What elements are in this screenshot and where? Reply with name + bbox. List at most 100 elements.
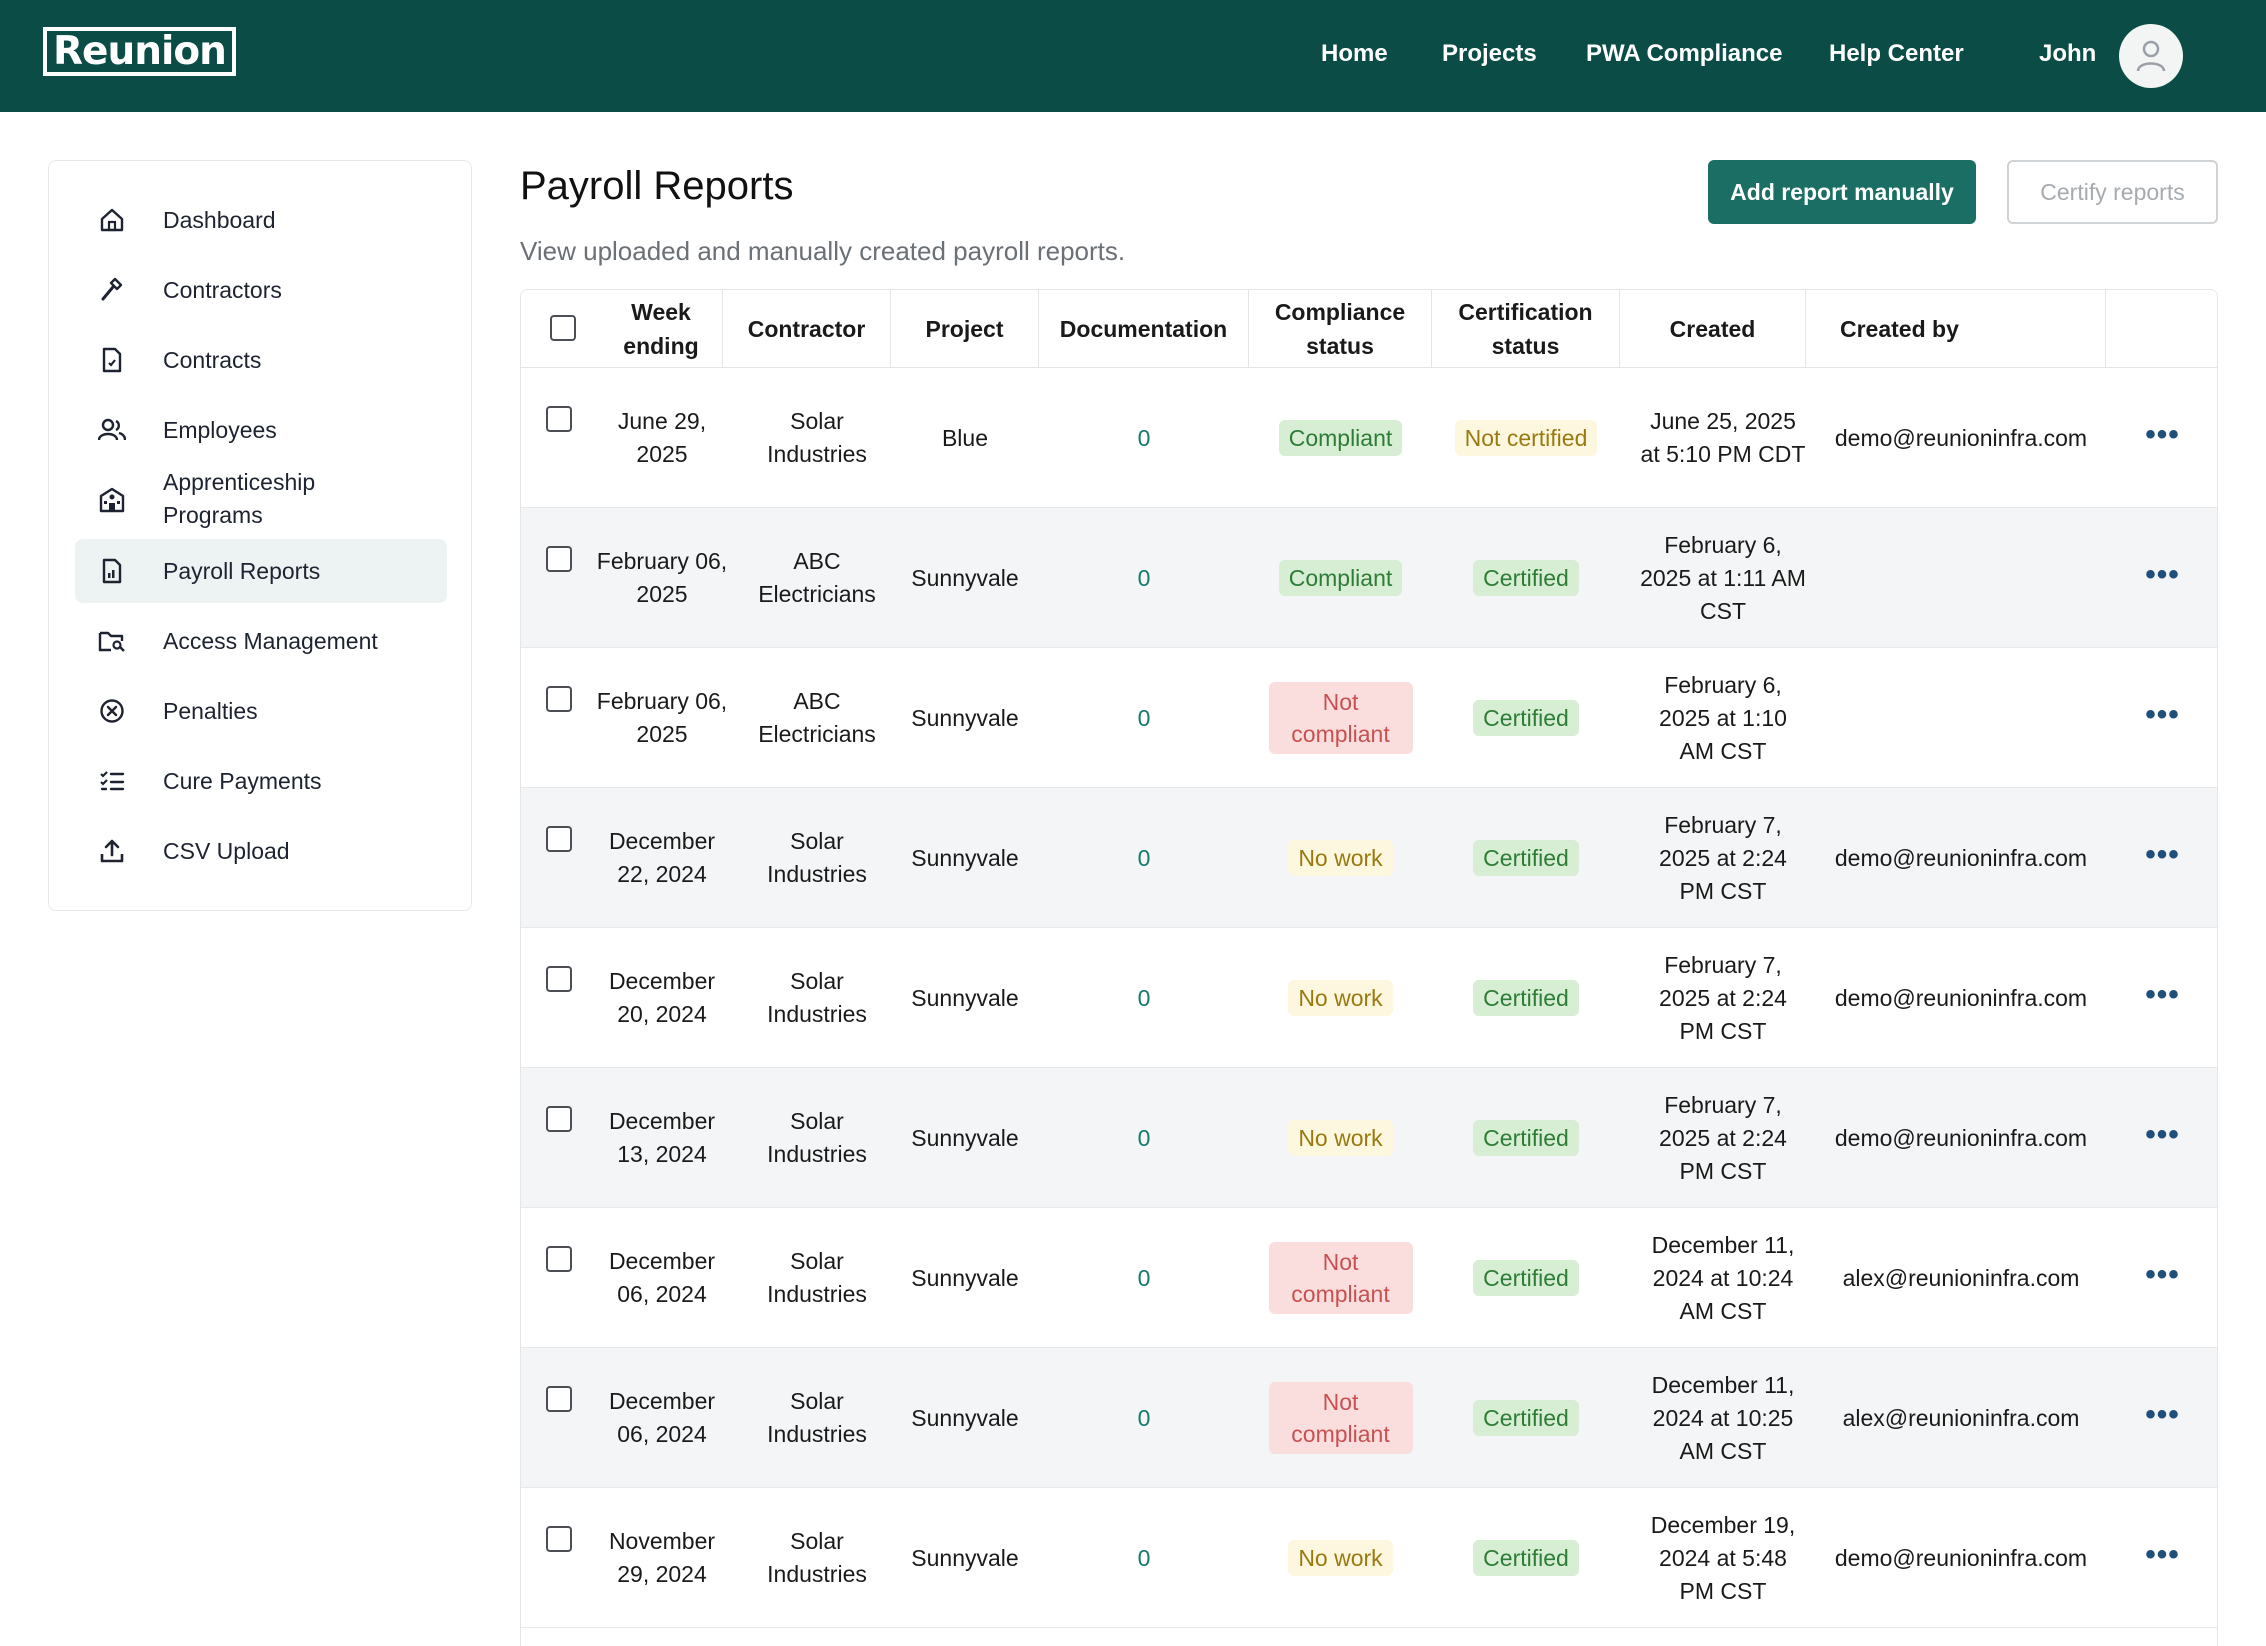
row-actions-menu-icon[interactable]: ••• <box>2145 837 2180 871</box>
row-checkbox[interactable] <box>546 406 572 432</box>
row-checkbox[interactable] <box>546 826 572 852</box>
row-actions-menu-icon[interactable]: ••• <box>2145 977 2180 1011</box>
cell-project: Sunnyvale <box>911 1404 1019 1431</box>
table-row[interactable]: November 29, 2024 Solar Industries Sunnyva… <box>521 1488 2217 1628</box>
column-header-certification-status[interactable]: Certification status <box>1432 290 1620 368</box>
row-actions-menu-icon[interactable]: ••• <box>2145 1257 2180 1291</box>
cell-project: Sunnyvale <box>911 984 1019 1011</box>
user-avatar[interactable] <box>2119 24 2183 88</box>
table-row[interactable]: December 22, 2024 Solar Industries Sunnyva… <box>521 788 2217 928</box>
row-checkbox[interactable] <box>546 1526 572 1552</box>
column-header-documentation[interactable]: Documentation <box>1039 290 1249 368</box>
reunion-logo[interactable]: Reunion <box>43 27 236 76</box>
sidebar-item-access-management[interactable]: Access Management <box>75 609 447 673</box>
sidebar-item-contracts[interactable]: Contracts <box>75 328 447 392</box>
certification-status-badge: Certified <box>1473 980 1579 1016</box>
user-name[interactable]: John <box>2039 40 2097 67</box>
compliance-status-badge: Not compliant <box>1268 1242 1413 1314</box>
column-header-week-ending[interactable]: Week ending <box>521 290 722 368</box>
certify-reports-button[interactable]: Certify reports <box>2007 160 2218 224</box>
document-icon <box>97 345 127 375</box>
cell-created: February 7, 2025 at 2:24 PM CST <box>1659 811 1787 904</box>
sidebar-item-payroll-reports[interactable]: Payroll Reports <box>75 539 447 603</box>
table-row[interactable]: February 06, 2025 ABC Electricians Sunnyva… <box>521 508 2217 648</box>
cell-created-by: alex@reunioninfra.com <box>1842 1404 2080 1431</box>
column-header-actions <box>2106 290 2217 368</box>
table-row[interactable]: December 06, 2024 Solar Industries Sunnyva… <box>521 1208 2217 1348</box>
table-row[interactable]: February 06, 2025 ABC Electricians Sunnyva… <box>521 648 2217 788</box>
cell-week-ending: December 13, 2024 <box>608 1108 716 1167</box>
nav-link-pwa-compliance[interactable]: PWA Compliance <box>1586 40 1783 67</box>
row-actions-menu-icon[interactable]: ••• <box>2145 1397 2180 1431</box>
cell-contractor: Solar Industries <box>767 828 867 887</box>
row-actions-menu-icon[interactable]: ••• <box>2145 417 2180 451</box>
select-all-checkbox[interactable] <box>550 315 576 341</box>
cell-created-by <box>1816 648 2106 788</box>
cell-documentation-count[interactable]: 0 <box>1137 984 1151 1011</box>
cell-project: Sunnyvale <box>911 844 1019 871</box>
cell-documentation-count[interactable]: 0 <box>1137 844 1151 871</box>
row-actions-menu-icon[interactable]: ••• <box>2145 1537 2180 1571</box>
row-checkbox[interactable] <box>546 1106 572 1132</box>
compliance-status-badge: No work <box>1288 840 1393 876</box>
sidebar-item-employees[interactable]: Employees <box>75 398 447 462</box>
row-checkbox[interactable] <box>546 686 572 712</box>
row-actions-menu-icon[interactable]: ••• <box>2145 557 2180 591</box>
row-checkbox[interactable] <box>546 1246 572 1272</box>
column-header-contractor[interactable]: Contractor <box>723 290 891 368</box>
add-report-manually-button[interactable]: Add report manually <box>1708 160 1976 224</box>
sidebar-item-label: CSV Upload <box>163 837 290 864</box>
cell-week-ending: November 29, 2024 <box>608 1528 716 1587</box>
cell-documentation-count[interactable]: 0 <box>1137 424 1151 451</box>
sidebar-item-label: Cure Payments <box>163 767 322 794</box>
cell-contractor: Solar Industries <box>767 968 867 1027</box>
table-row[interactable]: December 06, 2024 Solar Industries Sunnyva… <box>521 1348 2217 1488</box>
school-icon <box>97 484 127 514</box>
sidebar-item-contractors[interactable]: Contractors <box>75 258 447 322</box>
row-actions-menu-icon[interactable]: ••• <box>2145 697 2180 731</box>
column-header-project[interactable]: Project <box>891 290 1039 368</box>
nav-link-help-center[interactable]: Help Center <box>1829 40 1964 67</box>
compliance-status-badge: Not compliant <box>1268 1382 1413 1454</box>
payroll-reports-table: Week ending Contractor Project Documenta… <box>520 289 2218 1646</box>
row-checkbox[interactable] <box>546 546 572 572</box>
cell-documentation-count[interactable]: 0 <box>1137 564 1151 591</box>
sidebar-item-csv-upload[interactable]: CSV Upload <box>75 819 447 883</box>
x-circle-icon <box>97 696 127 726</box>
row-actions-menu-icon[interactable]: ••• <box>2145 1117 2180 1151</box>
sidebar-item-apprenticeship-programs[interactable]: Apprenticeship Programs <box>75 461 447 537</box>
cell-created: February 6, 2025 at 1:11 AM CST <box>1640 531 1806 624</box>
compliance-status-badge: Compliant <box>1278 420 1403 456</box>
cell-week-ending: December 06, 2024 <box>608 1248 716 1307</box>
sidebar-item-penalties[interactable]: Penalties <box>75 679 447 743</box>
page-subtitle: View uploaded and manually created payro… <box>520 236 1126 266</box>
sidebar-item-label: Payroll Reports <box>163 557 321 584</box>
row-checkbox[interactable] <box>546 966 572 992</box>
nav-link-projects[interactable]: Projects <box>1442 40 1537 67</box>
cell-documentation-count[interactable]: 0 <box>1137 1124 1151 1151</box>
sidebar-item-cure-payments[interactable]: Cure Payments <box>75 749 447 813</box>
column-header-created-by[interactable]: Created by <box>1806 290 2106 368</box>
row-checkbox[interactable] <box>546 1386 572 1412</box>
cell-created: December 11, 2024 at 10:25 AM CST <box>1651 1371 1795 1464</box>
cell-created: February 6, 2025 at 1:10 AM CST <box>1659 671 1787 764</box>
cell-week-ending: February 06, 2025 <box>596 548 728 607</box>
column-header-compliance-status[interactable]: Compliance status <box>1249 290 1432 368</box>
cell-created-by: demo@reunioninfra.com <box>1834 1124 2088 1151</box>
column-header-created[interactable]: Created <box>1620 290 1806 368</box>
cell-documentation-count[interactable]: 0 <box>1137 704 1151 731</box>
table-row[interactable]: June 29, 2025 Solar Industries Blue 0 Compli… <box>521 368 2217 508</box>
cell-documentation-count[interactable]: 0 <box>1137 1544 1151 1571</box>
cell-contractor: ABC Electricians <box>758 548 876 607</box>
report-icon <box>97 556 127 586</box>
cell-documentation-count[interactable]: 0 <box>1137 1264 1151 1291</box>
cell-created: December 11, 2024 at 10:24 AM CST <box>1651 1231 1795 1324</box>
table-row[interactable]: December 13, 2024 Solar Industries Sunnyva… <box>521 1068 2217 1208</box>
cell-documentation-count[interactable]: 0 <box>1137 1404 1151 1431</box>
sidebar-item-dashboard[interactable]: Dashboard <box>75 188 447 252</box>
sidebar-item-label: Contractors <box>163 276 282 303</box>
table-row[interactable]: December 20, 2024 Solar Industries Sunnyva… <box>521 928 2217 1068</box>
nav-link-home[interactable]: Home <box>1321 40 1388 67</box>
cell-week-ending: December 22, 2024 <box>608 828 716 887</box>
sidebar-item-label: Penalties <box>163 697 258 724</box>
